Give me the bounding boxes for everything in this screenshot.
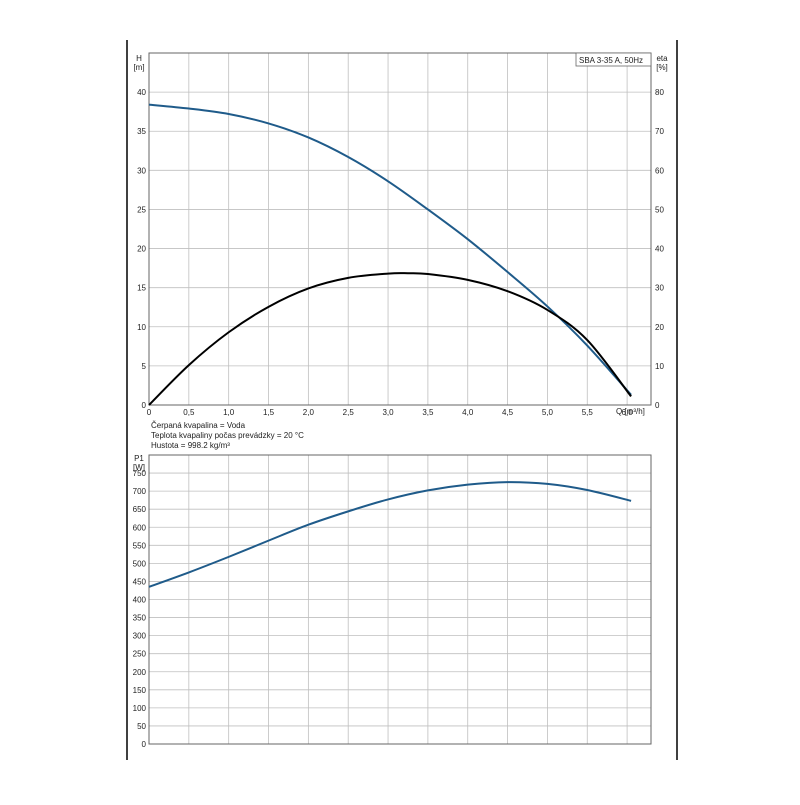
power-chart: P1 [W] 0 50 100 150 200 250 300 350 400 450 500 550… [133, 454, 652, 749]
note-temperature: Teplota kvapaliny počas prevádzky = 20 °… [151, 431, 304, 440]
y2-tick-label: 70 [655, 127, 664, 136]
head-curve-line [148, 103, 632, 396]
power-y-tick-label: 700 [133, 487, 147, 496]
y-axis-label-h: H [136, 54, 142, 63]
y2-tick-label: 10 [655, 362, 664, 371]
power-y-tick-label: 150 [133, 686, 147, 695]
y2-tick-label: 30 [655, 284, 664, 293]
power-y-tick-label: 250 [133, 650, 147, 659]
x-axis-label-q: Q [m³/h] [616, 407, 645, 416]
y-tick-label: 40 [137, 88, 146, 97]
y-tick-label: 5 [142, 362, 147, 371]
y2-tick-label: 60 [655, 166, 664, 175]
x-tick-label: 3,0 [382, 408, 394, 417]
y-tick-label: 35 [137, 127, 146, 136]
x-tick-label: 5,0 [542, 408, 554, 417]
power-y-tick-label: 750 [133, 469, 147, 478]
x-tick-label: 6,0 [622, 408, 634, 417]
legend-label: SBA 3-35 A, 50Hz [579, 56, 643, 65]
head-chart-frame [148, 52, 652, 406]
power-y-tick-label: 600 [133, 523, 147, 532]
power-y-tick-label: 650 [133, 505, 147, 514]
fluid-notes: Čerpaná kvapalina = Voda Teplota kvapali… [151, 421, 304, 450]
legend-frame [575, 52, 652, 67]
x-tick-label: 4,5 [502, 408, 514, 417]
y-axis-unit-m: [m] [133, 63, 144, 72]
x-tick-label: 0,5 [183, 408, 195, 417]
x-tick-label: 4,0 [462, 408, 474, 417]
y2-tick-label: 20 [655, 323, 664, 332]
power-curve-line [148, 481, 632, 588]
y2-axis-label-eta: eta [656, 54, 668, 63]
power-y-tick-label: 200 [133, 668, 147, 677]
power-y-tick-label: 450 [133, 577, 147, 586]
y-axis-label-p1: P1 [134, 454, 144, 463]
power-chart-grid [148, 455, 651, 745]
note-density: Hustota = 998.2 kg/m³ [151, 441, 230, 450]
head-chart-y-ticks: 0 5 10 15 20 25 30 35 40 [137, 88, 146, 410]
x-tick-label: 3,5 [422, 408, 434, 417]
y-axis-unit-w: [W] [133, 463, 145, 472]
head-chart-y2-ticks: 0 10 20 30 40 50 60 70 80 [655, 88, 664, 410]
x-tick-label: 1,0 [223, 408, 235, 417]
y2-tick-label: 40 [655, 245, 664, 254]
y2-tick-label: 80 [655, 88, 664, 97]
y2-axis-unit-percent: [%] [656, 63, 668, 72]
power-y-tick-label: 300 [133, 632, 147, 641]
x-tick-label: 1,5 [263, 408, 275, 417]
note-fluid: Čerpaná kvapalina = Voda [151, 421, 246, 430]
power-y-tick-label: 50 [137, 722, 146, 731]
head-chart-x-ticks: 0 0,5 1,0 1,5 2,0 2,5 3,0 3,5 4,0 4,5 5,0 5,5 6,0 [147, 408, 633, 417]
x-tick-label: 2,0 [303, 408, 315, 417]
power-chart-y-ticks: 0 50 100 150 200 250 300 350 400 450 500 550 600 650 7… [133, 469, 147, 749]
y2-tick-label: 0 [655, 401, 660, 410]
power-y-tick-label: 100 [133, 704, 147, 713]
y-tick-label: 25 [137, 205, 146, 214]
legend-box: SBA 3-35 A, 50Hz [575, 52, 652, 67]
y-tick-label: 30 [137, 166, 146, 175]
x-tick-label: 5,5 [582, 408, 594, 417]
y-tick-label: 15 [137, 284, 146, 293]
efficiency-curve-line [148, 272, 632, 406]
x-tick-label: 0 [147, 408, 152, 417]
x-tick-label: 2,5 [343, 408, 355, 417]
power-y-tick-label: 0 [142, 740, 147, 749]
power-y-tick-label: 500 [133, 559, 147, 568]
power-y-tick-label: 550 [133, 541, 147, 550]
head-chart-grid [148, 52, 651, 406]
power-y-tick-label: 350 [133, 614, 147, 623]
y-tick-label: 10 [137, 323, 146, 332]
head-efficiency-chart: SBA 3-35 A, 50Hz H [m] eta [%] Q [m³/h] … [133, 52, 668, 417]
power-y-tick-label: 400 [133, 596, 147, 605]
y-tick-label: 0 [142, 401, 147, 410]
y2-tick-label: 50 [655, 205, 664, 214]
y-tick-label: 20 [137, 245, 146, 254]
power-chart-frame [148, 454, 652, 745]
